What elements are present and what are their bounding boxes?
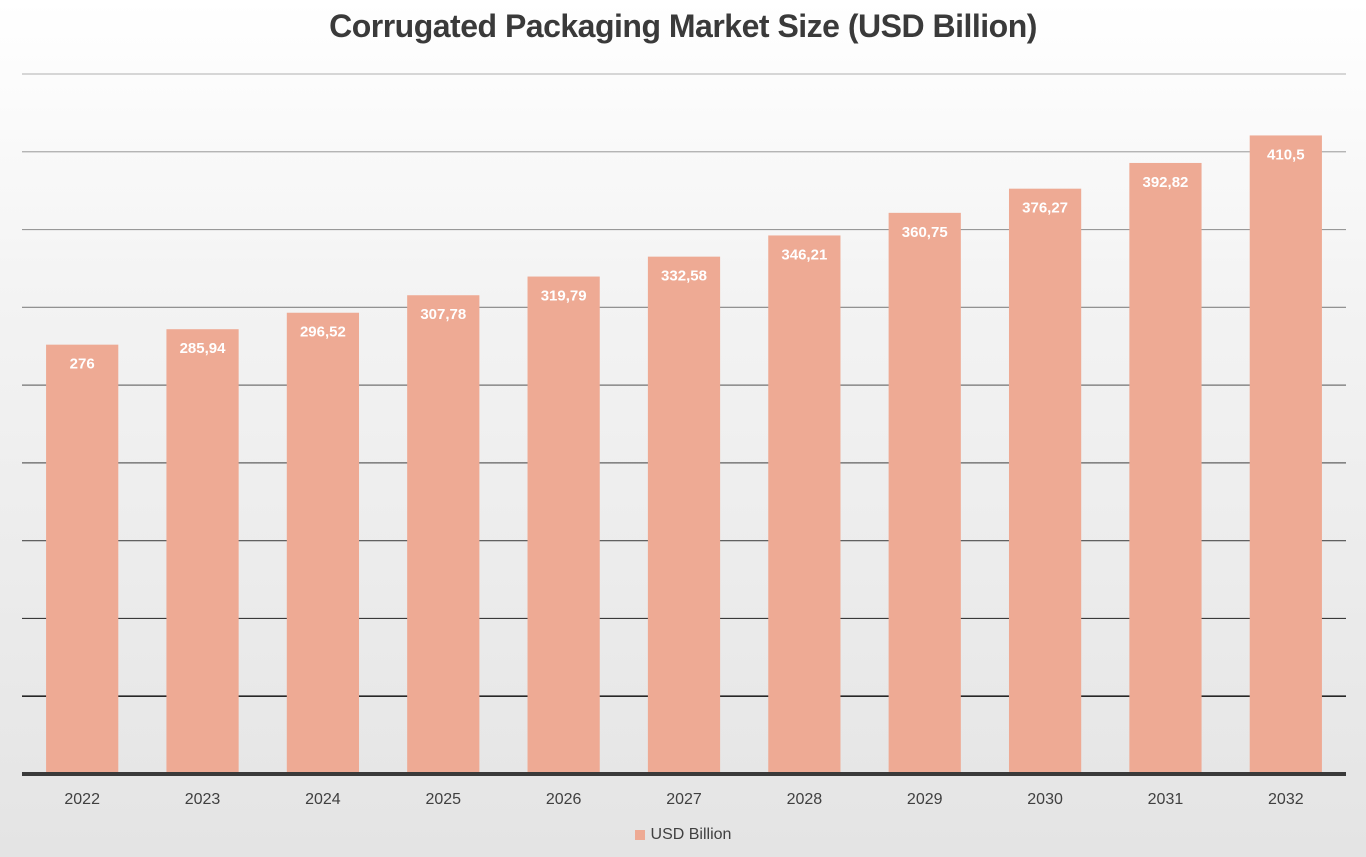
bar-2024 bbox=[286, 312, 360, 774]
data-label-2032: 410,5 bbox=[1267, 146, 1305, 163]
x-tick-label-2030: 2030 bbox=[1027, 791, 1063, 808]
x-tick-label-2032: 2032 bbox=[1268, 791, 1304, 808]
bars bbox=[46, 135, 1322, 775]
legend: USD Billion bbox=[0, 826, 1366, 844]
data-label-2029: 360,75 bbox=[902, 224, 948, 241]
bar-2027 bbox=[647, 256, 721, 774]
x-tick-label-2027: 2027 bbox=[666, 791, 702, 808]
data-label-2028: 346,21 bbox=[781, 246, 827, 263]
x-tick-label-2026: 2026 bbox=[546, 791, 582, 808]
x-tick-label-2025: 2025 bbox=[425, 791, 461, 808]
bar-labels: 276 285,94 296,52 307,78 319,79 332,58 346,21 3… bbox=[70, 146, 1305, 372]
data-label-2031: 392,82 bbox=[1143, 174, 1189, 191]
x-axis-ticks: 2022 2023 2024 2025 2026 2027 2028 2029 2030 2031… bbox=[64, 791, 1303, 808]
data-label-2027: 332,58 bbox=[661, 268, 707, 285]
x-tick-label-2023: 2023 bbox=[185, 791, 221, 808]
bar-2022 bbox=[46, 344, 119, 774]
bar-2030 bbox=[1008, 188, 1082, 775]
legend-label: USD Billion bbox=[650, 826, 732, 843]
data-label-2025: 307,78 bbox=[420, 306, 466, 323]
x-tick-label-2031: 2031 bbox=[1148, 791, 1184, 808]
legend-swatch bbox=[634, 830, 645, 840]
data-label-2026: 319,79 bbox=[541, 288, 587, 305]
bar-2029 bbox=[888, 212, 961, 775]
bar-2032 bbox=[1249, 135, 1322, 774]
chart-title: Corrugated Packaging Market Size (USD Bi… bbox=[329, 8, 1037, 44]
bar-2023 bbox=[166, 329, 239, 774]
x-tick-label-2029: 2029 bbox=[907, 791, 943, 808]
bar-2031 bbox=[1129, 162, 1202, 775]
bar-2025 bbox=[407, 295, 480, 774]
bar-2028 bbox=[768, 235, 841, 774]
bar-2026 bbox=[527, 276, 600, 774]
data-label-2023: 285,94 bbox=[180, 340, 227, 357]
x-tick-label-2024: 2024 bbox=[305, 791, 341, 808]
x-tick-label-2022: 2022 bbox=[64, 791, 100, 808]
x-tick-label-2028: 2028 bbox=[787, 791, 823, 808]
data-label-2022: 276 bbox=[70, 356, 95, 373]
data-label-2030: 376,27 bbox=[1022, 200, 1068, 217]
data-label-2024: 296,52 bbox=[300, 324, 346, 341]
